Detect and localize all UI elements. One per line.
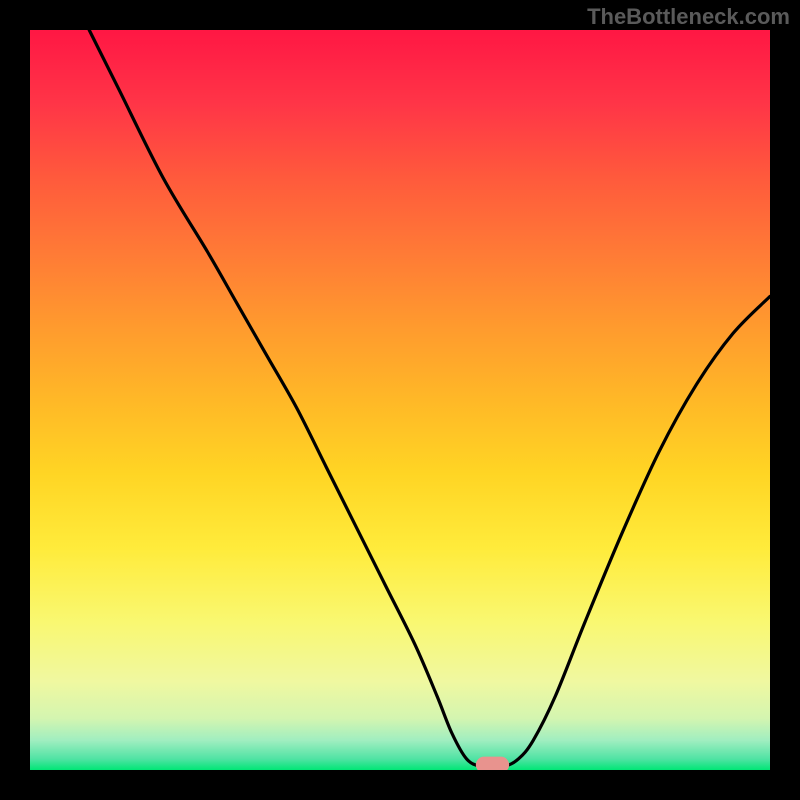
watermark-text: TheBottleneck.com [587, 4, 790, 30]
plot-background [30, 30, 770, 770]
chart-container: TheBottleneck.com [0, 0, 800, 800]
bottleneck-chart [0, 0, 800, 800]
